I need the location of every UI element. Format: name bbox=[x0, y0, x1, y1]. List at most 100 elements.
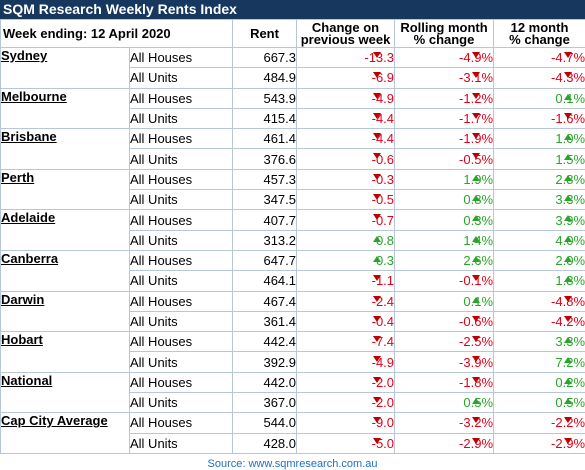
down-arrow-icon bbox=[472, 113, 480, 119]
week-ending-header: Week ending: 12 April 2020 bbox=[1, 20, 233, 48]
city-link-canberra[interactable]: Canberra bbox=[1, 250, 130, 270]
dwelling-type: All Units bbox=[130, 149, 233, 169]
down-arrow-icon bbox=[373, 397, 381, 403]
dwelling-type: All Houses bbox=[130, 332, 233, 352]
dwelling-type: All Houses bbox=[130, 372, 233, 392]
month-change-cell: 1.9% bbox=[395, 169, 494, 189]
week-change-cell: -9.0 bbox=[297, 413, 395, 433]
city-cell-empty bbox=[1, 433, 130, 453]
down-arrow-icon bbox=[373, 93, 381, 99]
month-change-cell: 0.3% bbox=[395, 210, 494, 230]
dwelling-type: All Houses bbox=[130, 129, 233, 149]
down-arrow-icon bbox=[472, 153, 480, 159]
city-link-melbourne[interactable]: Melbourne bbox=[1, 88, 130, 108]
rent-value: 461.4 bbox=[233, 129, 297, 149]
rent-value: 392.9 bbox=[233, 352, 297, 372]
down-arrow-icon bbox=[472, 72, 480, 78]
month-change-cell: 0.8% bbox=[395, 190, 494, 210]
rent-value: 467.4 bbox=[233, 291, 297, 311]
source-link[interactable]: Source: www.sqmresearch.com.au bbox=[0, 459, 585, 470]
down-arrow-icon bbox=[472, 316, 480, 322]
city-cell-empty bbox=[1, 311, 130, 331]
city-link-hobart[interactable]: Hobart bbox=[1, 332, 130, 352]
rents-table: Week ending: 12 April 2020 Rent Change o… bbox=[0, 19, 585, 454]
month-change-cell: -0.5% bbox=[395, 149, 494, 169]
city-cell-empty bbox=[1, 393, 130, 413]
month-change-cell: -1.8% bbox=[395, 372, 494, 392]
week-change-cell: -5.0 bbox=[297, 433, 395, 453]
city-link-adelaide[interactable]: Adelaide bbox=[1, 210, 130, 230]
week-change-cell: -4.9 bbox=[297, 88, 395, 108]
dwelling-type: All Houses bbox=[130, 169, 233, 189]
week-change-cell: -0.4 bbox=[297, 311, 395, 331]
city-link-sydney[interactable]: Sydney bbox=[1, 48, 130, 68]
down-arrow-icon bbox=[472, 336, 480, 342]
down-arrow-icon bbox=[564, 296, 572, 302]
rent-value: 647.7 bbox=[233, 250, 297, 270]
dwelling-type: All Units bbox=[130, 433, 233, 453]
down-arrow-icon bbox=[373, 194, 381, 200]
down-arrow-icon bbox=[564, 438, 572, 444]
month-change-cell: -2.5% bbox=[395, 332, 494, 352]
city-link-brisbane[interactable]: Brisbane bbox=[1, 129, 130, 149]
down-arrow-icon bbox=[564, 417, 572, 423]
down-arrow-icon bbox=[373, 356, 381, 362]
year-change-cell: -4.3% bbox=[494, 68, 585, 88]
month-change-cell: -1.9% bbox=[395, 129, 494, 149]
up-arrow-icon bbox=[472, 236, 480, 242]
city-link-cap-city-average[interactable]: Cap City Average bbox=[1, 413, 130, 433]
page-title: SQM Research Weekly Rents Index bbox=[3, 1, 237, 18]
down-arrow-icon bbox=[472, 438, 480, 444]
month-change-cell: -1.7% bbox=[395, 108, 494, 128]
down-arrow-icon bbox=[373, 336, 381, 342]
city-cell-empty bbox=[1, 271, 130, 291]
up-arrow-icon bbox=[472, 175, 480, 181]
header-row: Week ending: 12 April 2020 Rent Change o… bbox=[1, 20, 585, 48]
city-link-darwin[interactable]: Darwin bbox=[1, 291, 130, 311]
change-week-header: Change on previous week bbox=[297, 20, 395, 48]
rent-value: 376.6 bbox=[233, 149, 297, 169]
week-change-cell: 0.3 bbox=[297, 250, 395, 270]
city-cell-empty bbox=[1, 108, 130, 128]
down-arrow-icon bbox=[564, 316, 572, 322]
city-link-perth[interactable]: Perth bbox=[1, 169, 130, 189]
rent-value: 407.7 bbox=[233, 210, 297, 230]
week-change-cell: -2.4 bbox=[297, 291, 395, 311]
down-arrow-icon bbox=[373, 133, 381, 139]
up-arrow-icon bbox=[373, 256, 381, 262]
down-arrow-icon bbox=[373, 153, 381, 159]
week-change-cell: -1.1 bbox=[297, 271, 395, 291]
rolling-month-header: Rolling month % change bbox=[395, 20, 494, 48]
up-arrow-icon bbox=[564, 175, 572, 181]
change-week-header-line2: previous week bbox=[297, 34, 394, 46]
month-change-cell: -4.9% bbox=[395, 48, 494, 68]
down-arrow-icon bbox=[472, 417, 480, 423]
dwelling-type: All Units bbox=[130, 68, 233, 88]
rent-value: 457.3 bbox=[233, 169, 297, 189]
up-arrow-icon bbox=[472, 195, 480, 201]
rolling-month-header-line2: % change bbox=[395, 34, 493, 46]
year-change-cell: 3.3% bbox=[494, 332, 585, 352]
up-arrow-icon bbox=[373, 236, 381, 242]
month-change-cell: -2.9% bbox=[395, 433, 494, 453]
year-change-cell: -4.8% bbox=[494, 291, 585, 311]
city-cell-empty bbox=[1, 190, 130, 210]
down-arrow-icon bbox=[472, 52, 480, 58]
rent-value: 464.1 bbox=[233, 271, 297, 291]
dwelling-type: All Houses bbox=[130, 48, 233, 68]
dwelling-type: All Units bbox=[130, 190, 233, 210]
up-arrow-icon bbox=[564, 195, 572, 201]
city-link-national[interactable]: National bbox=[1, 372, 130, 392]
month-change-cell: -0.6% bbox=[395, 311, 494, 331]
